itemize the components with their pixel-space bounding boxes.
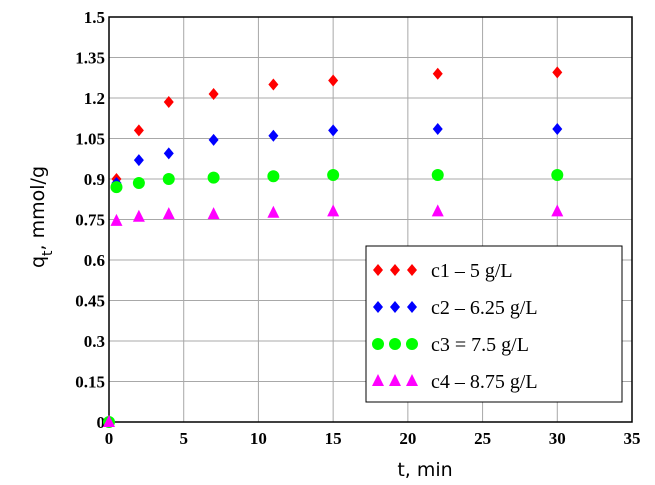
- y-tick-label: 0.6: [84, 251, 105, 270]
- series-4-marker: [103, 415, 115, 427]
- series-1-marker: [328, 74, 339, 87]
- series-2-marker: [133, 154, 144, 167]
- y-axis-title-sub: t: [40, 250, 56, 256]
- y-tick-label: 0.3: [84, 332, 105, 351]
- x-tick-label: 30: [549, 429, 566, 448]
- series-1-marker: [552, 66, 563, 79]
- y-tick-label: 1.35: [75, 49, 105, 68]
- legend-marker-series-2: [373, 301, 383, 313]
- series-2-marker: [552, 123, 563, 136]
- series-4-marker: [551, 204, 564, 217]
- x-tick-label: 0: [105, 429, 114, 448]
- y-axis-title: qt, mmol/g: [27, 166, 56, 268]
- series-3-marker: [132, 177, 145, 190]
- series-1-marker: [208, 87, 219, 100]
- y-axis-title-main: q: [27, 256, 49, 268]
- series-1-marker: [163, 96, 174, 109]
- x-tick-labels: 0 5 10 15 20 25 30 35: [105, 429, 641, 448]
- series-3-marker: [207, 171, 220, 184]
- data-markers: [103, 66, 564, 428]
- x-tick-label: 25: [474, 429, 491, 448]
- series-1-marker: [133, 124, 144, 137]
- x-tick-label: 20: [399, 429, 416, 448]
- series-3-marker: [110, 181, 123, 194]
- series-4-marker: [431, 204, 444, 217]
- legend-marker-series-4: [406, 374, 418, 386]
- legend: c1 – 5 g/L c2 – 6.25 g/L c3 = 7.5 g/L c4 – …: [365, 245, 623, 403]
- x-tick-label: 5: [179, 429, 188, 448]
- y-axis-title-rest: , mmol/g: [27, 166, 49, 250]
- series-4-marker: [267, 205, 280, 218]
- series-3-marker: [551, 168, 564, 181]
- legend-marker-series-4: [372, 374, 384, 386]
- legend-marker-series-3: [406, 338, 418, 350]
- series-4-marker: [110, 213, 123, 226]
- series-1-marker: [432, 67, 443, 80]
- legend-box: [365, 245, 623, 403]
- series-2-marker: [208, 133, 219, 146]
- series-2-marker: [163, 147, 174, 160]
- legend-label-series-1: c1 – 5 g/L: [431, 260, 513, 282]
- x-tick-label: 35: [624, 429, 641, 448]
- legend-label-series-2: c2 – 6.25 g/L: [431, 297, 538, 319]
- series-3-marker: [431, 168, 444, 181]
- x-tick-label: 15: [325, 429, 342, 448]
- legend-marker-series-1: [373, 264, 383, 276]
- y-tick-labels: 0 0.15 0.3 0.45 0.6 0.75 0.9 1.05 1.2 1.35 1.5: [75, 8, 105, 432]
- legend-label-series-3: c3 = 7.5 g/L: [431, 334, 529, 356]
- series-2-marker: [268, 129, 279, 142]
- legend-marker-series-3: [389, 338, 401, 350]
- x-axis-title: t, min: [397, 459, 452, 481]
- series-4-marker: [327, 204, 340, 217]
- y-tick-label: 0.9: [84, 170, 105, 189]
- series-4-marker: [132, 209, 145, 222]
- y-tick-label: 0: [97, 413, 106, 432]
- x-tick-label: 10: [250, 429, 267, 448]
- y-tick-label: 0.45: [75, 292, 105, 311]
- legend-label-series-4: c4 – 8.75 g/L: [431, 371, 538, 393]
- y-tick-label: 1.2: [84, 89, 105, 108]
- y-tick-label: 0.75: [75, 211, 105, 230]
- legend-marker-series-1: [407, 264, 417, 276]
- series-1-marker: [268, 78, 279, 91]
- series-4-marker: [162, 207, 175, 220]
- legend-marker-series-2: [390, 301, 400, 313]
- series-3-marker: [327, 168, 340, 181]
- series-4-marker: [207, 207, 220, 220]
- series-3-marker: [267, 170, 280, 183]
- legend-marker-series-3: [372, 338, 384, 350]
- series-2-marker: [432, 123, 443, 136]
- y-tick-label: 0.15: [75, 373, 105, 392]
- legend-marker-series-1: [390, 264, 400, 276]
- series-3-marker: [162, 173, 175, 185]
- y-tick-label: 1.05: [75, 130, 105, 149]
- legend-marker-series-4: [389, 374, 401, 386]
- plot-area-frame: [108, 16, 633, 423]
- y-tick-label: 1.5: [84, 8, 105, 27]
- legend-marker-series-2: [407, 301, 417, 313]
- series-2-marker: [328, 124, 339, 137]
